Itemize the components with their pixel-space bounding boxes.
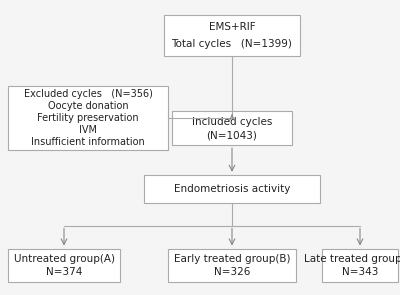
Text: Included cycles: Included cycles	[192, 117, 272, 127]
Bar	[322, 248, 398, 283]
Text: Excluded cycles   (N=356): Excluded cycles (N=356)	[24, 89, 152, 99]
Text: Oocyte donation: Oocyte donation	[48, 101, 128, 111]
Text: Total cycles   (N=1399): Total cycles (N=1399)	[172, 39, 292, 49]
Text: Early treated group(B): Early treated group(B)	[174, 254, 290, 264]
Bar	[144, 175, 320, 203]
Bar	[168, 248, 296, 283]
Bar	[164, 15, 300, 56]
Text: Late treated group(C): Late treated group(C)	[304, 254, 400, 264]
Text: N=326: N=326	[214, 267, 250, 277]
Text: EMS+RIF: EMS+RIF	[209, 22, 255, 32]
Text: Fertility preservation: Fertility preservation	[37, 113, 139, 123]
Bar	[8, 248, 120, 283]
Text: IVM: IVM	[79, 125, 97, 135]
Text: Insufficient information: Insufficient information	[31, 137, 145, 147]
Bar	[8, 86, 168, 150]
Text: Untreated group(A): Untreated group(A)	[14, 254, 114, 264]
Text: N=343: N=343	[342, 267, 378, 277]
Text: Endometriosis activity: Endometriosis activity	[174, 184, 290, 194]
Text: (N=1043): (N=1043)	[206, 130, 258, 140]
Text: N=374: N=374	[46, 267, 82, 277]
Bar	[172, 112, 292, 145]
